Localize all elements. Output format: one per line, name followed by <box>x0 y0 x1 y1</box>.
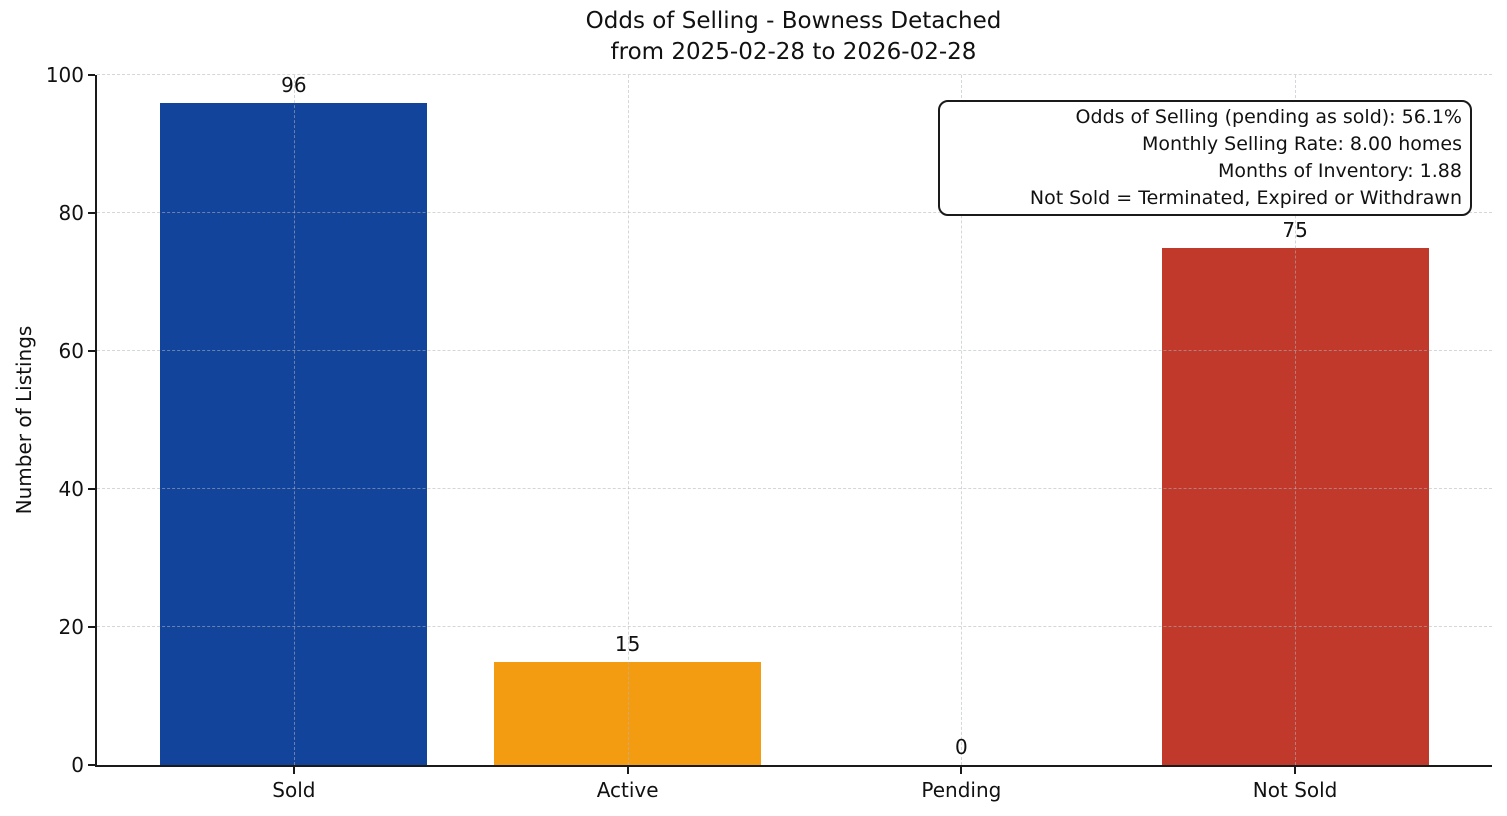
bar <box>494 661 762 765</box>
bar-value-label: 15 <box>614 631 641 656</box>
y-tick-label: 100 <box>45 63 84 87</box>
x-tick-label: Not Sold <box>1252 778 1338 802</box>
bar-value-label: 75 <box>1282 217 1308 242</box>
bar <box>160 102 428 765</box>
bar-value-label: 96 <box>281 72 307 97</box>
y-tick-label: 80 <box>58 201 84 225</box>
bar <box>1161 247 1429 765</box>
y-tick-label: 60 <box>58 339 84 363</box>
chart-title-block: Odds of Selling - Bowness Detached from … <box>95 6 1492 68</box>
stats-annotation-box: Odds of Selling (pending as sold): 56.1%… <box>938 100 1472 216</box>
y-axis-label: Number of Listings <box>12 325 36 515</box>
x-tick-mark <box>626 767 629 774</box>
x-tick-label: Active <box>596 778 659 802</box>
chart-subtitle: from 2025-02-28 to 2026-02-28 <box>610 39 977 65</box>
x-tick-mark <box>960 767 963 774</box>
y-tick-label: 40 <box>58 477 84 501</box>
annotation-line-odds: Odds of Selling (pending as sold): 56.1% <box>1075 106 1462 128</box>
x-tick-label: Pending <box>921 778 1002 802</box>
x-tick-mark <box>292 767 295 774</box>
x-tick-mark <box>1294 767 1297 774</box>
y-tick-mark <box>88 764 95 766</box>
annotation-line-monthly-rate: Monthly Selling Rate: 8.00 homes <box>1142 133 1462 155</box>
bar-value-label: 0 <box>954 735 968 759</box>
y-tick-label: 0 <box>71 753 84 777</box>
y-tick-mark <box>88 626 95 628</box>
plot-area: 96 Sold 15 Active 0 Pending 75 Not Sold 0 20 40 60 8… <box>46 65 1492 802</box>
annotation-line-notsold-definition: Not Sold = Terminated, Expired or Withdr… <box>1029 187 1462 209</box>
x-tick-label: Sold <box>272 778 316 802</box>
chart-title: Odds of Selling - Bowness Detached <box>585 8 1002 34</box>
y-tick-mark <box>88 488 95 490</box>
y-tick-mark <box>88 350 95 352</box>
y-tick-label: 20 <box>58 615 84 639</box>
annotation-line-inventory: Months of Inventory: 1.88 <box>1218 160 1462 182</box>
y-tick-mark <box>88 212 95 214</box>
y-tick-mark <box>88 74 95 76</box>
